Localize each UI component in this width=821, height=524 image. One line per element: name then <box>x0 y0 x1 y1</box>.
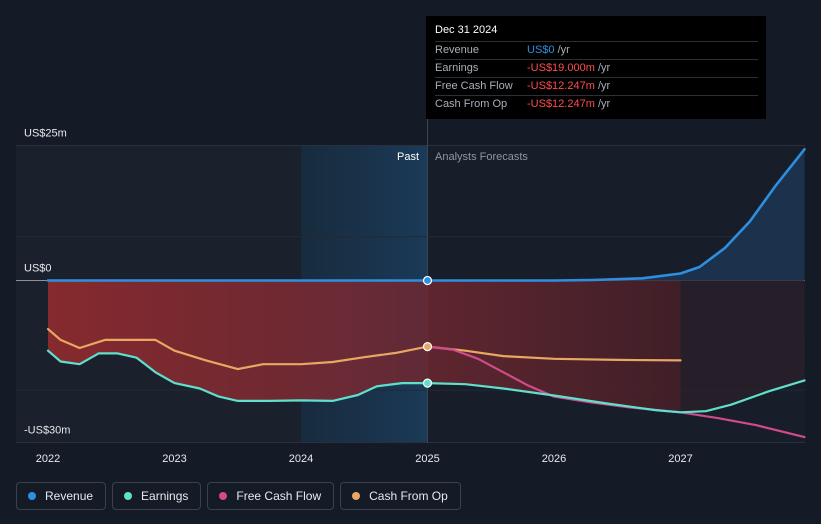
tooltip-label: Cash From Op <box>435 98 508 110</box>
x-axis-labels: 2022 2023 2024 2025 2026 2027 <box>36 453 693 465</box>
x-tick-label: 2026 <box>542 453 566 465</box>
tooltip-value: -US$12.247m /yr <box>527 98 611 110</box>
legend: Revenue Earnings Free Cash Flow Cash Fro… <box>16 482 461 510</box>
legend-dot-icon <box>352 492 361 500</box>
legend-item-revenue[interactable]: Revenue <box>16 482 107 510</box>
tooltip-date: Dec 31 2024 <box>435 24 498 36</box>
series-line-revenue <box>46 148 806 282</box>
series-lines <box>46 148 806 439</box>
legend-dot-icon <box>28 492 36 500</box>
hover-markers <box>422 275 433 388</box>
series-line-earnings <box>46 349 806 414</box>
legend-item-cash-from-op[interactable]: Cash From Op <box>340 482 461 510</box>
legend-label: Earnings <box>141 489 189 503</box>
x-tick-label: 2027 <box>668 453 692 465</box>
y-tick-label: US$25m <box>24 128 67 140</box>
x-tick-label: 2025 <box>415 453 439 465</box>
tooltip-row-free-cash-flow: Free Cash Flow -US$12.247m /yr <box>435 77 758 95</box>
tooltip-row-cash-from-op: Cash From Op -US$12.247m /yr <box>435 95 758 113</box>
earnings-area <box>48 280 681 413</box>
tooltip-value: US$0 /yr <box>527 44 570 56</box>
legend-label: Cash From Op <box>369 489 448 503</box>
series-line-cash-from-op <box>46 328 682 371</box>
y-tick-label: -US$30m <box>24 425 70 437</box>
legend-label: Free Cash Flow <box>236 489 322 503</box>
y-tick-label: US$0 <box>24 263 52 275</box>
tooltip: Dec 31 2024 Revenue US$0 /yr Earnings -U… <box>426 16 766 119</box>
legend-item-free-cash-flow[interactable]: Free Cash Flow <box>207 482 335 510</box>
past-label: Past <box>397 151 419 163</box>
tooltip-value: -US$19.000m /yr <box>527 62 611 74</box>
marker-earnings <box>422 378 433 388</box>
forecast-label: Analysts Forecasts <box>435 151 528 163</box>
earnings-tail-area <box>680 280 805 413</box>
x-tick-label: 2024 <box>289 453 313 465</box>
y-axis-labels: US$25m US$0 -US$30m <box>24 128 70 437</box>
marker-revenue <box>422 275 433 286</box>
revenue-area <box>48 149 805 281</box>
legend-label: Revenue <box>45 489 94 503</box>
tooltip-row-earnings: Earnings -US$19.000m /yr <box>435 59 758 77</box>
tooltip-label: Earnings <box>435 62 479 74</box>
tooltip-label: Free Cash Flow <box>435 80 513 92</box>
legend-item-earnings[interactable]: Earnings <box>112 482 202 510</box>
legend-dot-icon <box>124 492 133 500</box>
tooltip-label: Revenue <box>435 44 480 56</box>
legend-dot-icon <box>219 492 228 500</box>
series-line-free-cash-flow <box>426 345 806 439</box>
x-tick-label: 2022 <box>36 453 60 465</box>
area-fills <box>48 149 805 413</box>
tooltip-row-revenue: Revenue US$0 /yr <box>435 41 758 59</box>
marker-cash-from-op <box>422 342 433 352</box>
x-tick-label: 2023 <box>162 453 186 465</box>
tooltip-value: -US$12.247m /yr <box>527 80 611 92</box>
